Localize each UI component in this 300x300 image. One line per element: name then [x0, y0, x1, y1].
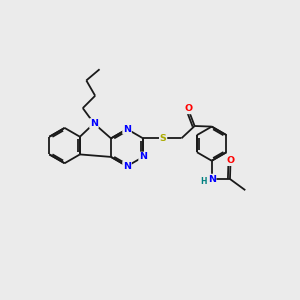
Text: N: N	[139, 152, 147, 161]
Text: O: O	[184, 104, 192, 113]
Text: H: H	[200, 177, 207, 186]
Text: O: O	[226, 156, 235, 165]
Text: N: N	[208, 175, 216, 184]
Text: N: N	[123, 162, 131, 171]
Text: N: N	[123, 124, 131, 134]
Text: S: S	[160, 134, 167, 143]
Text: N: N	[90, 119, 98, 128]
